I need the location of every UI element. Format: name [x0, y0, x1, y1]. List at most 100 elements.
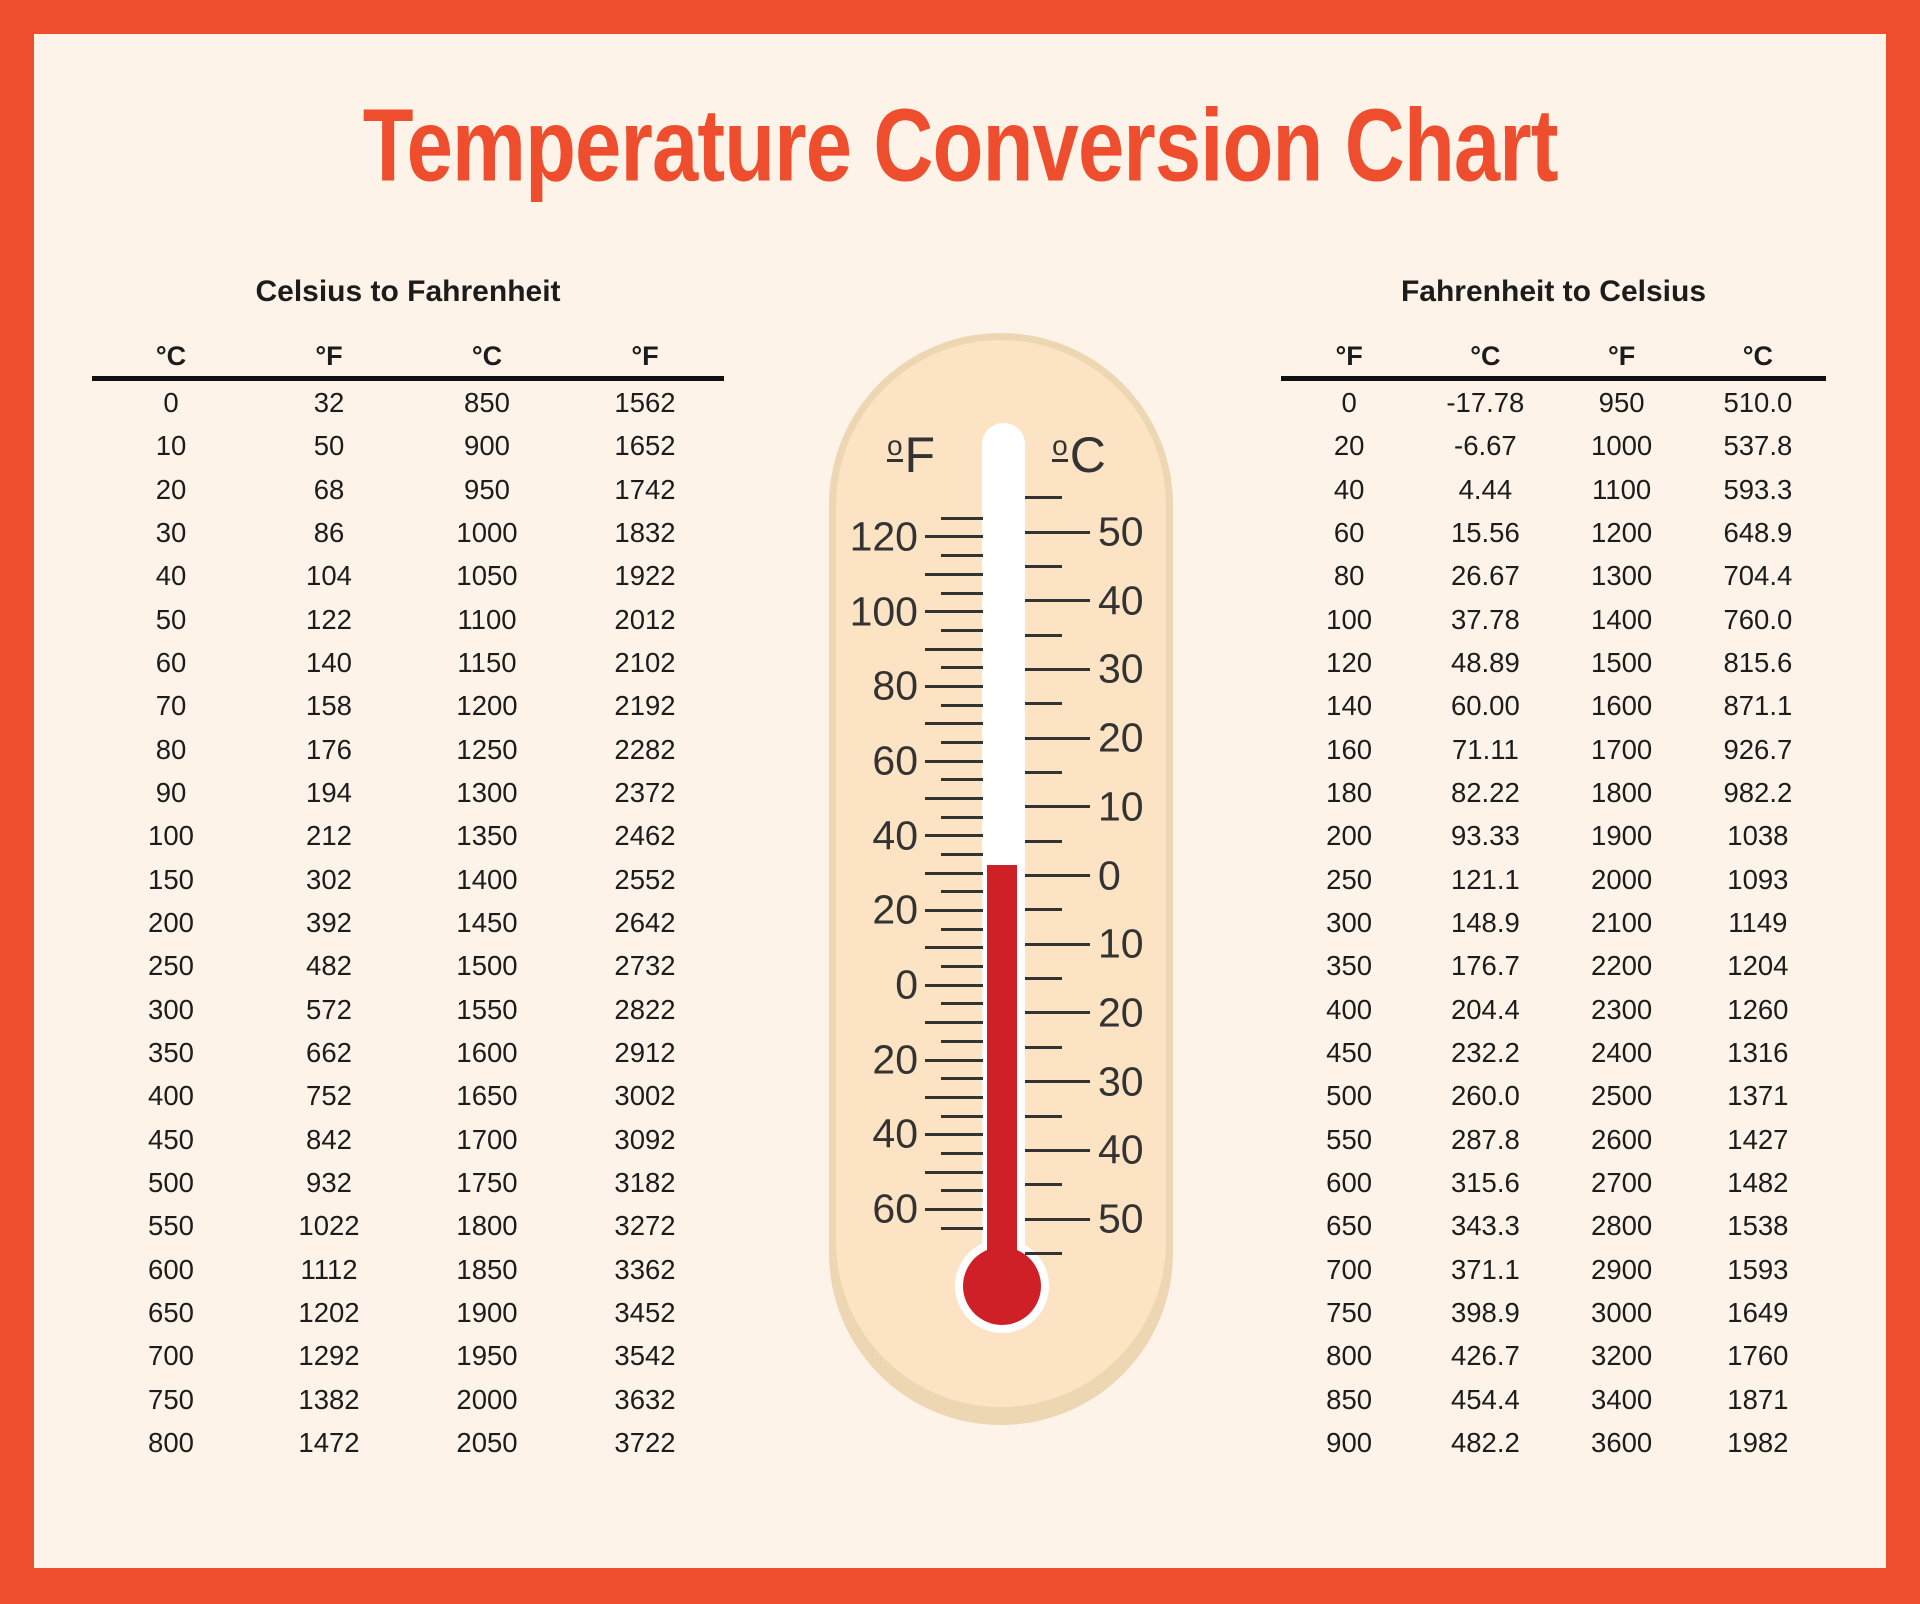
- fahrenheit-tick: [941, 1151, 983, 1155]
- table-cell: 1472: [298, 1426, 360, 1458]
- table-cell: 2100: [1591, 906, 1653, 938]
- table-cell: 1950: [456, 1340, 518, 1372]
- table-cell: 140: [1326, 690, 1373, 722]
- table-cell: 1149: [1728, 906, 1788, 938]
- celsius-tick: [1025, 1045, 1062, 1049]
- table-cell: 500: [148, 1166, 194, 1198]
- table-cell: 32: [313, 387, 345, 418]
- table-row: 60 15.56 1200 648.9: [1281, 511, 1826, 554]
- fahrenheit-scale-title: oF: [886, 427, 936, 483]
- table-cell: 700: [1326, 1253, 1373, 1285]
- table-cell: 1200: [456, 690, 518, 722]
- table-row: 600 1112 1850 3362: [92, 1248, 724, 1291]
- table-cell: 900: [464, 430, 510, 462]
- table-row: 70 158 1200 2192: [92, 684, 724, 727]
- celsius-tick: [1025, 977, 1062, 981]
- table-cell: 1550: [456, 993, 518, 1025]
- celsius-scale-label: 20: [1098, 989, 1144, 1036]
- page-title: Temperature Conversion Chart: [0, 85, 1920, 205]
- table-cell: 20: [1333, 430, 1365, 462]
- table-row: 50 122 1100 2012: [92, 598, 724, 641]
- fahrenheit-scale-label: 100: [849, 588, 918, 635]
- table-row: 0 -17.78 950 510.0: [1281, 381, 1826, 424]
- table-cell: 140: [306, 646, 352, 678]
- table-cell: 40: [1333, 473, 1365, 505]
- fahrenheit-tick: [925, 759, 983, 763]
- table-body: 0 -17.78 950 510.0 20 -6.67 1000 537.8 40 4.44 110…: [1281, 381, 1826, 1464]
- table-cell: 1650: [456, 1080, 518, 1112]
- celsius-scale-label: 50: [1098, 1195, 1144, 1242]
- table-cell: 148.9: [1450, 906, 1520, 938]
- fahrenheit-tick: [941, 1226, 983, 1230]
- table-cell: 1400: [1591, 603, 1653, 635]
- table-cell: 1300: [1591, 560, 1653, 592]
- table-row: 40 4.44 1100 593.3: [1281, 468, 1826, 511]
- table-cell: 40: [155, 560, 187, 592]
- column-header: °C: [155, 341, 187, 371]
- table-row: 300 572 1550 2822: [92, 988, 724, 1031]
- table-cell: 2900: [1591, 1253, 1653, 1285]
- table-cell: 1371: [1727, 1080, 1789, 1112]
- column-header: °C: [1742, 341, 1774, 371]
- header-rule: [1281, 376, 1826, 381]
- table-cell: 50: [313, 430, 345, 462]
- fahrenheit-tick: [925, 1170, 983, 1174]
- table-cell: 121.1: [1450, 863, 1520, 895]
- fahrenheit-scale-label: 40: [872, 1110, 918, 1157]
- table-cell: 260.0: [1450, 1080, 1520, 1112]
- celsius-tick: [1025, 496, 1062, 500]
- table-row: 100 212 1350 2462: [92, 814, 724, 857]
- table-cell: 537.8: [1723, 430, 1793, 462]
- table-cell: -17.78: [1446, 387, 1525, 418]
- table-row: 10 50 900 1652: [92, 424, 724, 467]
- table-cell: 2500: [1591, 1080, 1653, 1112]
- celsius-tick: [1025, 564, 1062, 568]
- table-cell: 3452: [614, 1296, 676, 1328]
- column-header: °F: [1607, 341, 1636, 371]
- celsius-tick: [1025, 702, 1062, 706]
- table-cell: 70: [155, 690, 187, 722]
- table-cell: 104: [306, 560, 352, 592]
- celsius-scale-label: 40: [1098, 577, 1144, 624]
- fahrenheit-scale-label: 20: [872, 1036, 918, 1083]
- fahrenheit-tick: [925, 946, 983, 950]
- table-cell: 3200: [1591, 1340, 1653, 1372]
- table-cell: 400: [148, 1080, 194, 1112]
- table-cell: 950: [1598, 387, 1645, 418]
- table-cell: 600: [148, 1253, 194, 1285]
- table-cell: 871.1: [1723, 690, 1793, 722]
- table-row: 750 398.9 3000 1649: [1281, 1291, 1826, 1334]
- table-cell: 60: [1333, 516, 1365, 548]
- header-rule: [92, 376, 724, 381]
- celsius-tick: [1025, 1011, 1090, 1015]
- fahrenheit-tick: [941, 516, 983, 520]
- table-cell: 2822: [614, 993, 676, 1025]
- fahrenheit-tick: [925, 610, 983, 614]
- fahrenheit-tick: [941, 965, 983, 969]
- celsius-scale-label: 40: [1098, 1126, 1144, 1173]
- table-cell: 1150: [457, 646, 517, 678]
- celsius-scale-label: 30: [1098, 1058, 1144, 1105]
- table-row: 600 315.6 2700 1482: [1281, 1161, 1826, 1204]
- table-cell: 122: [306, 603, 352, 635]
- table-cell: 1500: [1591, 646, 1653, 678]
- table-cell: 371.1: [1450, 1253, 1520, 1285]
- fahrenheit-tick: [925, 572, 983, 576]
- ordinal-degree-glyph: o: [886, 429, 903, 462]
- table-cell: 176: [306, 733, 352, 765]
- table-cell: 26.67: [1450, 560, 1520, 592]
- table-row: 40 104 1050 1922: [92, 554, 724, 597]
- table-cell: 3722: [614, 1426, 676, 1458]
- table-row: 20 -6.67 1000 537.8: [1281, 424, 1826, 467]
- table-cell: 450: [1326, 1036, 1373, 1068]
- table-cell: 662: [306, 1036, 352, 1068]
- table-row: 750 1382 2000 3632: [92, 1378, 724, 1421]
- fahrenheit-scale-label: 20: [872, 886, 918, 933]
- table-cell: 1316: [1727, 1036, 1789, 1068]
- fahrenheit-tick: [925, 834, 983, 838]
- table-cell: 482.2: [1450, 1426, 1520, 1458]
- table-cell: 1450: [456, 906, 518, 938]
- celsius-tick: [1025, 530, 1090, 534]
